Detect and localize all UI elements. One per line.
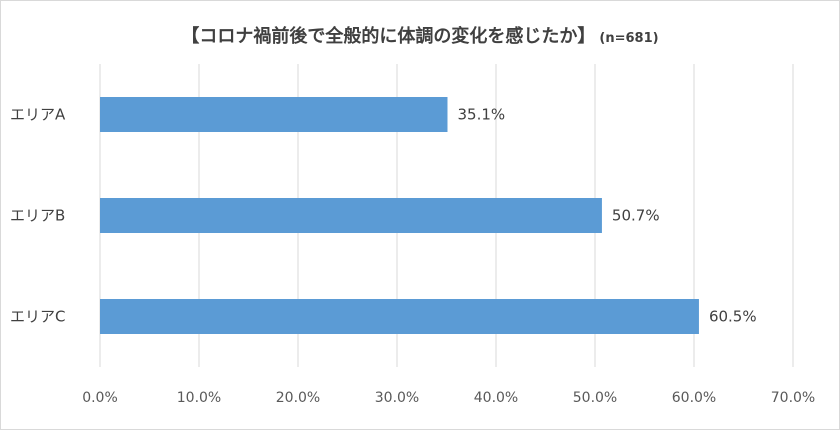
chart-title-row: 【コロナ禍前後で全般的に体調の変化を感じたか】 (n=681)	[0, 22, 840, 48]
category-label: エリアB	[10, 207, 65, 225]
x-tick-label: 60.0%	[672, 390, 716, 406]
chart-subtitle: (n=681)	[599, 31, 659, 46]
category-label: エリアC	[10, 308, 65, 326]
bar	[100, 299, 699, 334]
chart-title: 【コロナ禍前後で全般的に体調の変化を感じたか】	[181, 26, 596, 47]
bars: 35.1% 50.7% 60.5%	[100, 97, 757, 334]
data-label: 60.5%	[709, 308, 757, 326]
x-tick-labels: 0.0% 10.0% 20.0% 30.0% 40.0% 50.0% 60.0% 70.0%	[82, 390, 815, 406]
x-tick-label: 0.0%	[82, 390, 118, 406]
x-tick-label: 50.0%	[573, 390, 617, 406]
x-tick-label: 70.0%	[771, 390, 815, 406]
category-labels: エリアA エリアB エリアC	[10, 106, 66, 326]
data-label: 50.7%	[612, 207, 660, 225]
x-tick-label: 40.0%	[474, 390, 518, 406]
bar	[100, 198, 602, 233]
x-tick-label: 30.0%	[375, 390, 419, 406]
data-label: 35.1%	[457, 106, 505, 124]
x-tick-label: 10.0%	[177, 390, 221, 406]
x-tick-label: 20.0%	[276, 390, 320, 406]
category-label: エリアA	[10, 106, 66, 124]
bar	[100, 97, 448, 132]
